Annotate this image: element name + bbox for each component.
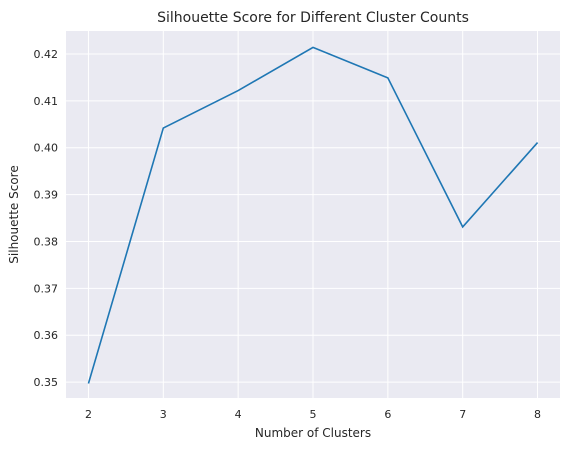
y-axis-label: Silhouette Score: [7, 165, 21, 263]
y-tick-labels: 0.35 0.36 0.37 0.38 0.39 0.40 0.41 0.42: [34, 48, 59, 389]
y-tick-label: 0.39: [34, 189, 59, 202]
y-tick-label: 0.35: [34, 376, 59, 389]
chart-title: Silhouette Score for Different Cluster C…: [157, 10, 469, 26]
y-tick-label: 0.37: [34, 282, 59, 295]
x-tick-label: 8: [534, 408, 541, 421]
y-tick-label: 0.36: [34, 329, 59, 342]
y-tick-label: 0.42: [34, 48, 59, 61]
x-axis-label: Number of Clusters: [255, 426, 371, 440]
x-tick-label: 2: [85, 408, 92, 421]
x-tick-label: 7: [459, 408, 466, 421]
x-tick-labels: 2 3 4 5 6 7 8: [85, 408, 541, 421]
y-tick-label: 0.38: [34, 235, 59, 248]
grid-lines: [66, 31, 560, 398]
x-tick-label: 3: [160, 408, 167, 421]
y-tick-label: 0.40: [34, 142, 59, 155]
x-tick-label: 6: [384, 408, 391, 421]
y-tick-label: 0.41: [34, 95, 59, 108]
x-tick-label: 5: [310, 408, 317, 421]
series-line: [87, 46, 539, 384]
x-tick-label: 4: [235, 408, 242, 421]
